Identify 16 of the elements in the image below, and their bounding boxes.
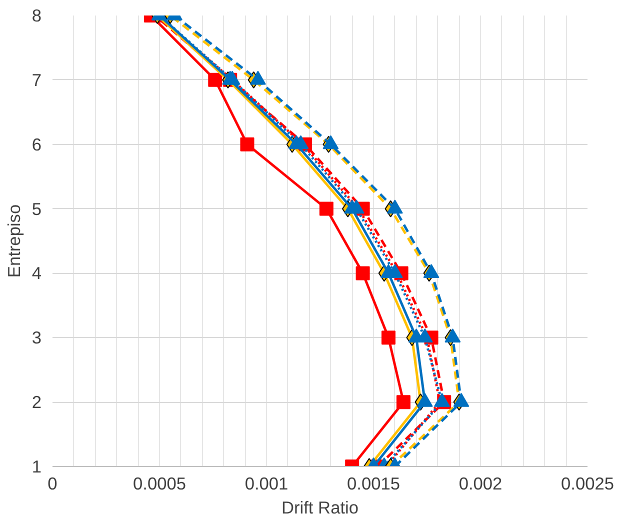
x-tick-label: 0 <box>48 474 58 494</box>
x-tick-label: 0.001 <box>244 474 288 494</box>
x-tick-label: 0.0005 <box>133 474 186 494</box>
y-tick-label: 2 <box>32 392 42 412</box>
y-tick-label: 4 <box>32 263 42 284</box>
x-tick-label: 0.0025 <box>561 474 614 494</box>
y-tick-label: 6 <box>32 134 42 154</box>
x-axis-title: Drift Ratio <box>281 498 359 518</box>
y-tick-label: 5 <box>32 198 42 219</box>
x-tick-label: 0.0015 <box>347 474 400 494</box>
y-tick-label: 8 <box>32 6 42 26</box>
y-axis-title: Entrepiso <box>4 204 24 278</box>
y-tick-label: 7 <box>32 70 42 90</box>
y-tick-label: 1 <box>32 456 42 476</box>
x-tick-label: 0.002 <box>458 474 502 494</box>
y-tick-label: 3 <box>32 328 42 348</box>
